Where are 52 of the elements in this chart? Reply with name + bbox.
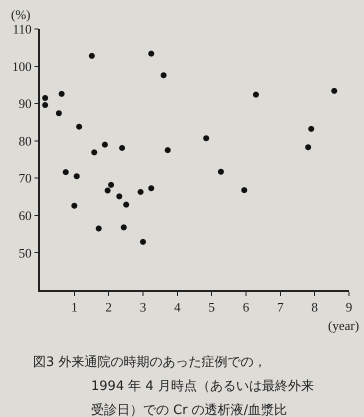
point: [252, 92, 259, 98]
y-tick-label: 110: [12, 22, 32, 37]
y-axis-title: (%): [11, 7, 30, 22]
point: [164, 147, 171, 154]
point: [71, 202, 78, 209]
point: [123, 202, 130, 208]
point: [58, 90, 65, 97]
point: [76, 124, 82, 130]
x-tick-label: 9: [346, 299, 352, 314]
y-tick-label: 70: [18, 170, 32, 186]
point: [42, 94, 48, 101]
point: [119, 144, 126, 151]
point: [148, 185, 154, 192]
point: [56, 110, 62, 116]
point: [96, 225, 102, 232]
point: [62, 169, 69, 176]
point: [331, 88, 338, 94]
x-tick-label: 1: [71, 299, 78, 314]
point: [218, 168, 224, 175]
y-tick-label: 90: [18, 96, 32, 112]
point: [308, 126, 314, 132]
caption: 図3 外来通院の時期のあった症例での，: [33, 355, 266, 370]
point: [140, 238, 146, 245]
point: [104, 187, 111, 194]
x-tick-label: 2: [105, 299, 112, 314]
point: [116, 193, 122, 200]
point: [88, 52, 95, 59]
text: 1994 年 4 月時点（あるいは最終外来: [91, 379, 314, 394]
point: [91, 149, 98, 156]
y-tick-label: 60: [18, 208, 32, 223]
x-tick-label: 3: [140, 299, 146, 314]
point: [108, 182, 114, 188]
x-tick-label: 6: [242, 299, 250, 314]
x-tick-label: 8: [311, 299, 318, 314]
point: [120, 224, 127, 230]
point: [160, 72, 167, 78]
point: [42, 102, 48, 108]
x-tick-label: 5: [208, 299, 215, 314]
point: [203, 135, 210, 142]
y-tick-label: 50: [18, 245, 32, 260]
point: [241, 187, 248, 194]
point: [102, 142, 108, 148]
y-tick-label: 80: [18, 133, 32, 148]
point: [138, 188, 144, 195]
text: 受診日）での Cr の透析液/血漿比: [91, 403, 288, 417]
x-tick-label: 7: [277, 299, 284, 314]
point: [148, 50, 154, 57]
point: [74, 173, 80, 180]
point: [305, 144, 312, 150]
x-axis-title: (year): [328, 318, 360, 333]
x-tick-label: 4: [174, 299, 182, 314]
y-tick-label: 100: [12, 58, 32, 74]
